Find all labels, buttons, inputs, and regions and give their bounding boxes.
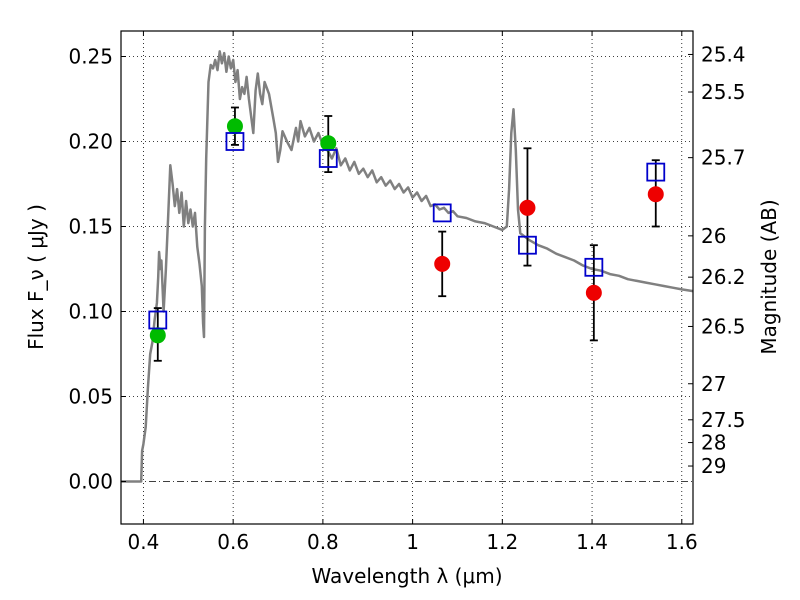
x-tick-label: 0.6 [217,530,249,554]
spectrum-line [121,50,694,483]
model-point-square [646,162,666,182]
x-tick-label: 0.4 [128,530,160,554]
y-tick-label: 0.25 [68,45,113,69]
model-point-square [318,149,338,168]
mag-tick-label: 25.4 [701,42,746,66]
x-tick-label: 0.8 [307,530,339,554]
mag-tick-label: 26.5 [701,314,746,338]
x-tick-label: 1 [406,530,419,554]
grid [121,31,693,524]
model-point-square [518,235,537,255]
mag-tick-label: 26 [701,224,726,248]
mag-tick-label: 28 [701,431,726,455]
data-point-circle [519,199,536,216]
mag-tick-label: 29 [701,454,726,478]
model-point-square [225,132,245,151]
model-point-square [584,257,604,277]
mag-tick-label: 27 [701,372,726,396]
data-markers [148,118,666,344]
error-bars [153,106,660,362]
model-point-square [148,310,168,330]
mag-tick-label: 26.2 [701,265,746,289]
x-tick-label: 1.4 [576,530,608,554]
y-axis-left: 0.00 0.05 0.10 0.15 0.20 0.25 [68,45,126,494]
x-axis: 0.4 0.6 0.8 1 1.2 1.4 1.6 [128,31,698,554]
y-axis-right-title: Magnitude (AB) [757,199,781,354]
data-point-circle [647,186,664,203]
mag-tick-label: 27.5 [701,408,746,432]
data-point-circle [585,284,602,301]
y-tick-label: 0.10 [68,300,113,324]
mag-tick-label: 25.5 [701,80,746,104]
model-spectrum [121,50,694,483]
x-axis-title: Wavelength λ (μm) [311,564,502,588]
data-point-circle [320,135,337,152]
mag-tick-label: 25.7 [701,146,746,170]
x-tick-label: 1.2 [486,530,518,554]
y-tick-label: 0.00 [68,470,113,494]
y-axis-title: Flux F_ν ( μJy ) [24,204,48,350]
y-tick-label: 0.15 [68,215,113,239]
data-point-circle [226,118,243,135]
data-point-circle [149,327,166,344]
model-point-square [432,203,452,223]
y-tick-label: 0.20 [68,130,113,154]
y-tick-label: 0.05 [68,385,113,409]
x-tick-label: 1.6 [666,530,698,554]
data-point-circle [434,255,451,272]
